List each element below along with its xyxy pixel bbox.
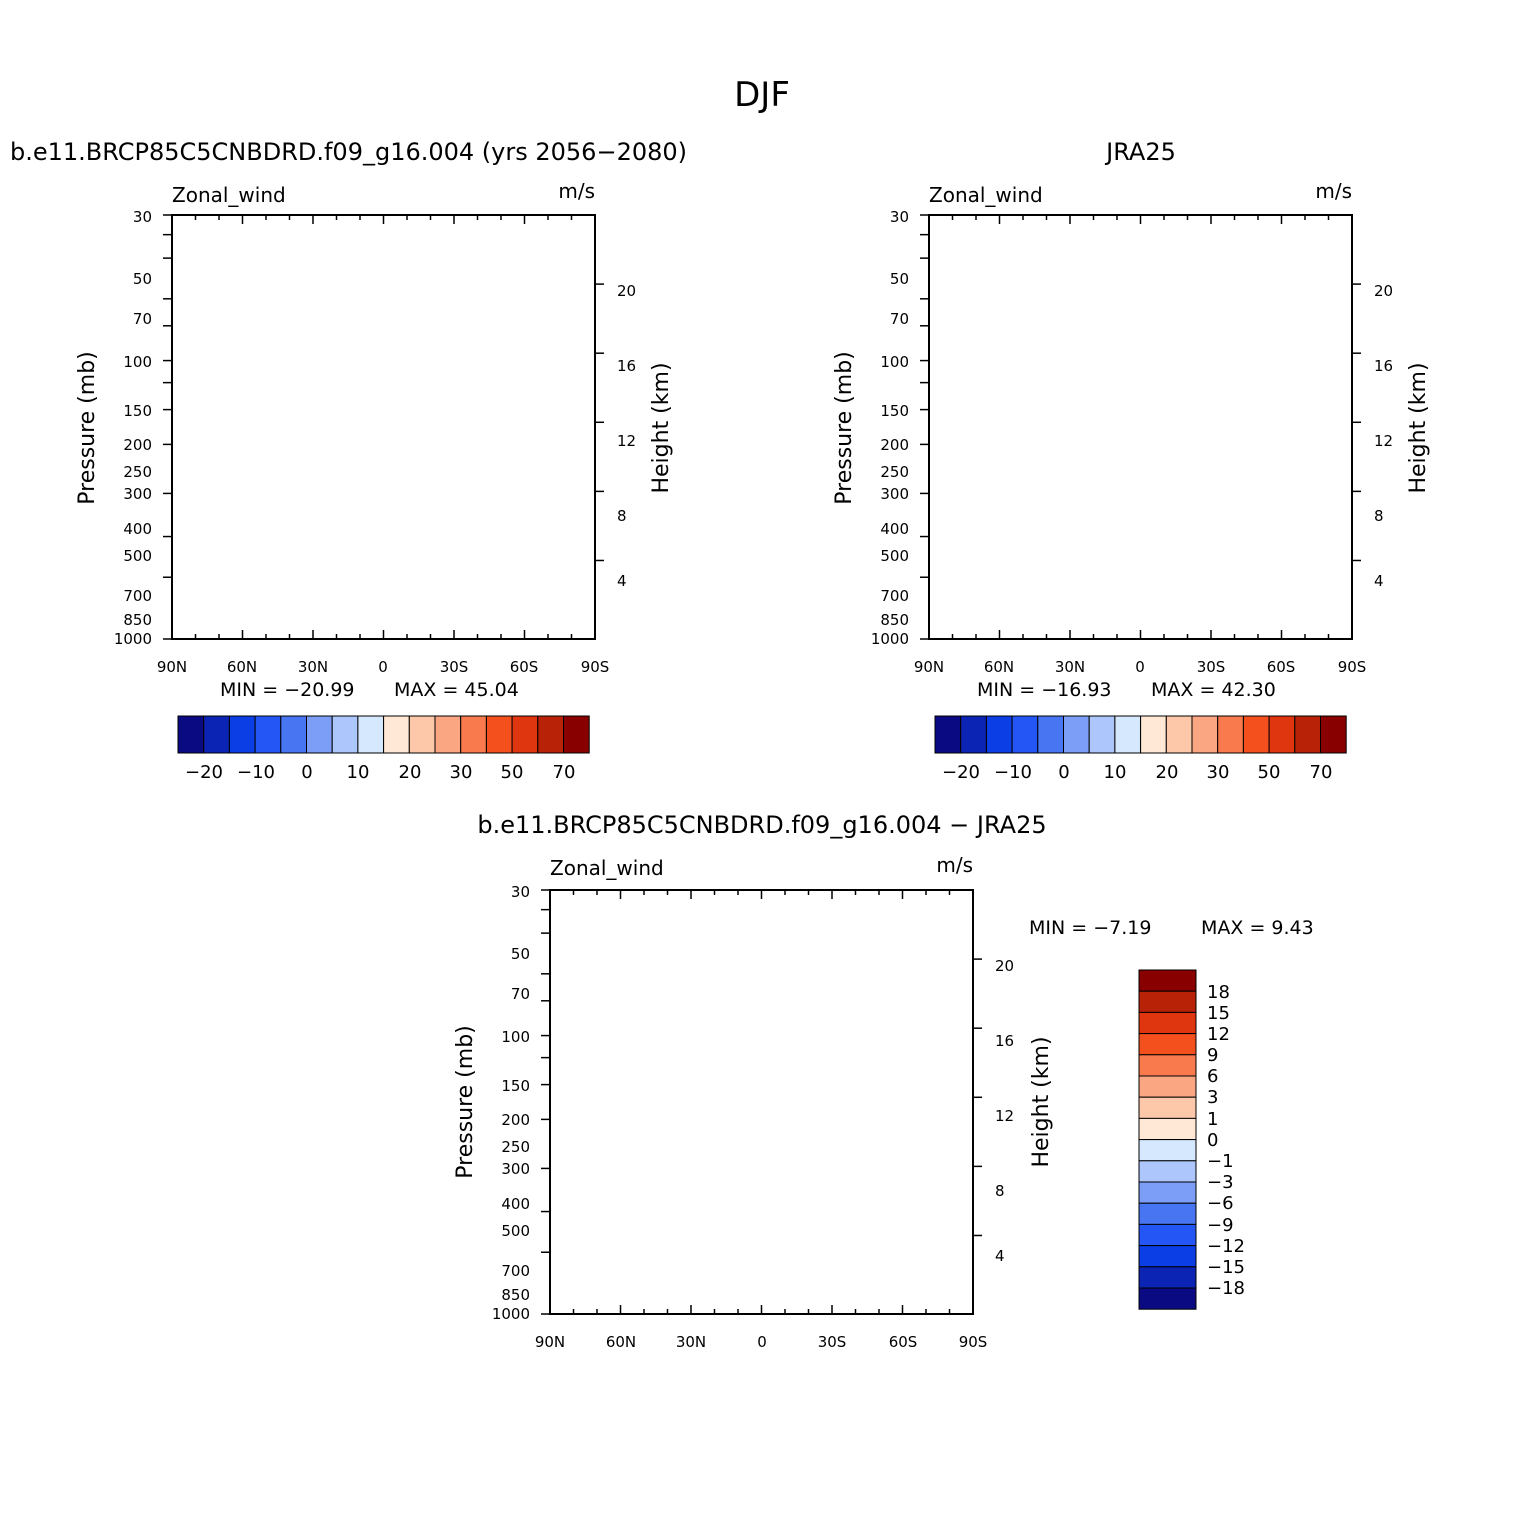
variable-label: Zonal_wind — [172, 183, 286, 207]
units-label: m/s — [558, 179, 595, 203]
panel-title: b.e11.BRCP85C5CNBDRD.f09_g16.004 (yrs 20… — [10, 138, 687, 166]
figure-title: DJF — [734, 75, 790, 115]
panel-model: b.e11.BRCP85C5CNBDRD.f09_g16.004 (yrs 20… — [10, 138, 687, 783]
